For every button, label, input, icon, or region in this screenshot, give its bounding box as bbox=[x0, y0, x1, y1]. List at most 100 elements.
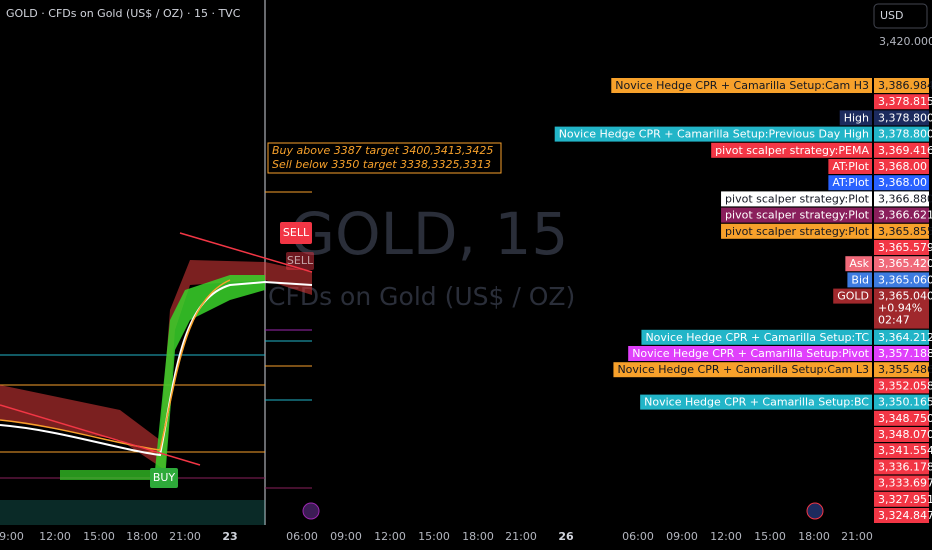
price-value: 3,365.040 bbox=[878, 290, 932, 303]
price-value: 3,352.058 bbox=[878, 379, 932, 392]
price-value: 3,341.554 bbox=[878, 444, 932, 457]
buy-signal bbox=[150, 468, 178, 488]
price-box bbox=[874, 410, 929, 426]
price-box bbox=[874, 443, 929, 459]
green-band bbox=[155, 275, 265, 480]
flag-icon bbox=[806, 502, 824, 520]
price-value: 3,386.984 bbox=[878, 79, 932, 92]
price-box bbox=[874, 256, 929, 272]
time-label: 06:00 bbox=[286, 530, 318, 543]
price-box bbox=[874, 427, 929, 442]
price-box bbox=[874, 394, 929, 410]
price-value: 3,366.621 bbox=[878, 209, 932, 222]
time-label: 21:00 bbox=[505, 530, 537, 543]
price-box bbox=[874, 175, 929, 191]
price-value: 3,378.800 bbox=[878, 128, 932, 141]
indicator-name: pivot scalper strategy:Plot bbox=[725, 225, 870, 238]
sell-signal-faded bbox=[286, 252, 314, 270]
price-box bbox=[874, 110, 929, 126]
indicator-box bbox=[833, 288, 872, 304]
price-box bbox=[874, 223, 929, 239]
price-value: 3,365.060 bbox=[878, 273, 932, 286]
trend-line bbox=[0, 404, 201, 466]
indicator-box bbox=[640, 394, 872, 410]
indicator-name: High bbox=[844, 111, 869, 124]
price-box bbox=[874, 207, 929, 223]
time-label: 18:00 bbox=[462, 530, 494, 543]
watermark-description: CFDs on Gold (US$ / OZ) bbox=[268, 282, 575, 311]
indicator-box bbox=[721, 223, 872, 239]
price-box bbox=[874, 459, 929, 475]
price-box bbox=[874, 272, 929, 288]
indicator-box bbox=[641, 329, 872, 345]
indicator-box bbox=[628, 346, 872, 361]
time-label: 06:00 bbox=[622, 530, 654, 543]
sell-label: SELL bbox=[283, 226, 310, 239]
time-label: 12:00 bbox=[710, 530, 742, 543]
indicator-name: pivot scalper strategy:Plot bbox=[725, 209, 870, 222]
indicator-name: GOLD bbox=[837, 290, 869, 303]
trend-line bbox=[179, 232, 313, 273]
price-axis-label: 3,420.000 bbox=[879, 35, 932, 48]
time-label: 21:00 bbox=[841, 530, 873, 543]
price-value: 3,378.800 bbox=[878, 111, 932, 124]
indicator-name: AT:Plot bbox=[832, 176, 869, 189]
sell-signal bbox=[280, 222, 312, 244]
time-label: 09:00 bbox=[666, 530, 698, 543]
price-value: 3,365.855 bbox=[878, 225, 932, 238]
red-band bbox=[0, 260, 312, 470]
price-box bbox=[874, 78, 929, 93]
sell-label: SELL bbox=[287, 254, 314, 267]
indicator-box bbox=[828, 175, 872, 191]
time-label: 09:00 bbox=[330, 530, 362, 543]
symbol-title: GOLD · CFDs on Gold (US$ / OZ) · 15 · TV… bbox=[6, 7, 241, 20]
time-label: 09:00 bbox=[0, 530, 24, 543]
time-label: 12:00 bbox=[374, 530, 406, 543]
currency-button[interactable] bbox=[873, 3, 928, 29]
indicator-name: Novice Hedge CPR + Camarilla Setup:Cam H… bbox=[615, 79, 869, 92]
price-value: 3,365.579 bbox=[878, 241, 932, 254]
time-label: 18:00 bbox=[126, 530, 158, 543]
indicator-box bbox=[721, 207, 872, 223]
indicator-name: Novice Hedge CPR + Camarilla Setup:TC bbox=[645, 331, 869, 344]
price-box bbox=[874, 94, 929, 110]
price-value: 3,366.880 bbox=[878, 192, 932, 205]
indicator-name: pivot scalper strategy:PEMA bbox=[715, 144, 869, 157]
indicator-name: Novice Hedge CPR + Camarilla Setup:BC bbox=[644, 396, 869, 409]
time-axis: 09:00 12:00 15:00 18:00 21:00 23 06:00 09:00 12:… bbox=[0, 530, 873, 543]
indicator-box bbox=[611, 78, 872, 93]
price-box bbox=[874, 142, 929, 158]
buy-label: BUY bbox=[153, 471, 176, 484]
price-value: 3,368.00 bbox=[878, 160, 927, 173]
annotation-box bbox=[267, 142, 502, 174]
price-box bbox=[874, 508, 929, 523]
price-box bbox=[874, 159, 929, 174]
price-value: 3,348.750 bbox=[878, 412, 932, 425]
volume-area bbox=[0, 500, 265, 525]
price-box bbox=[874, 191, 929, 207]
chart-drawing bbox=[0, 0, 824, 525]
currency-label[interactable]: USD bbox=[880, 9, 904, 22]
time-label: 23 bbox=[222, 530, 237, 543]
indicator-box bbox=[711, 142, 872, 158]
indicator-name: Ask bbox=[849, 257, 869, 270]
orange-line bbox=[0, 279, 231, 451]
price-box bbox=[874, 288, 929, 329]
price-box bbox=[874, 362, 929, 378]
indicator-name: pivot scalper strategy:Plot bbox=[725, 192, 870, 205]
annotation-line: Sell below 3350 target 3338,3325,3313 bbox=[272, 158, 491, 171]
price-value: 3,327.951 bbox=[878, 493, 932, 506]
price-box bbox=[874, 491, 929, 507]
time-label: 26 bbox=[558, 530, 574, 543]
indicator-name: Novice Hedge CPR + Camarilla Setup:Cam L… bbox=[617, 363, 869, 376]
time-label: 21:00 bbox=[169, 530, 201, 543]
indicator-box bbox=[613, 362, 872, 378]
time-label: 12:00 bbox=[39, 530, 71, 543]
indicator-name: Novice Hedge CPR + Camarilla Setup:Previ… bbox=[559, 128, 869, 141]
green-box bbox=[60, 470, 150, 480]
price-box bbox=[874, 240, 929, 255]
event-icon bbox=[302, 502, 320, 520]
time-label: 15:00 bbox=[418, 530, 450, 543]
time-label: 18:00 bbox=[798, 530, 830, 543]
indicator-box bbox=[847, 272, 872, 288]
